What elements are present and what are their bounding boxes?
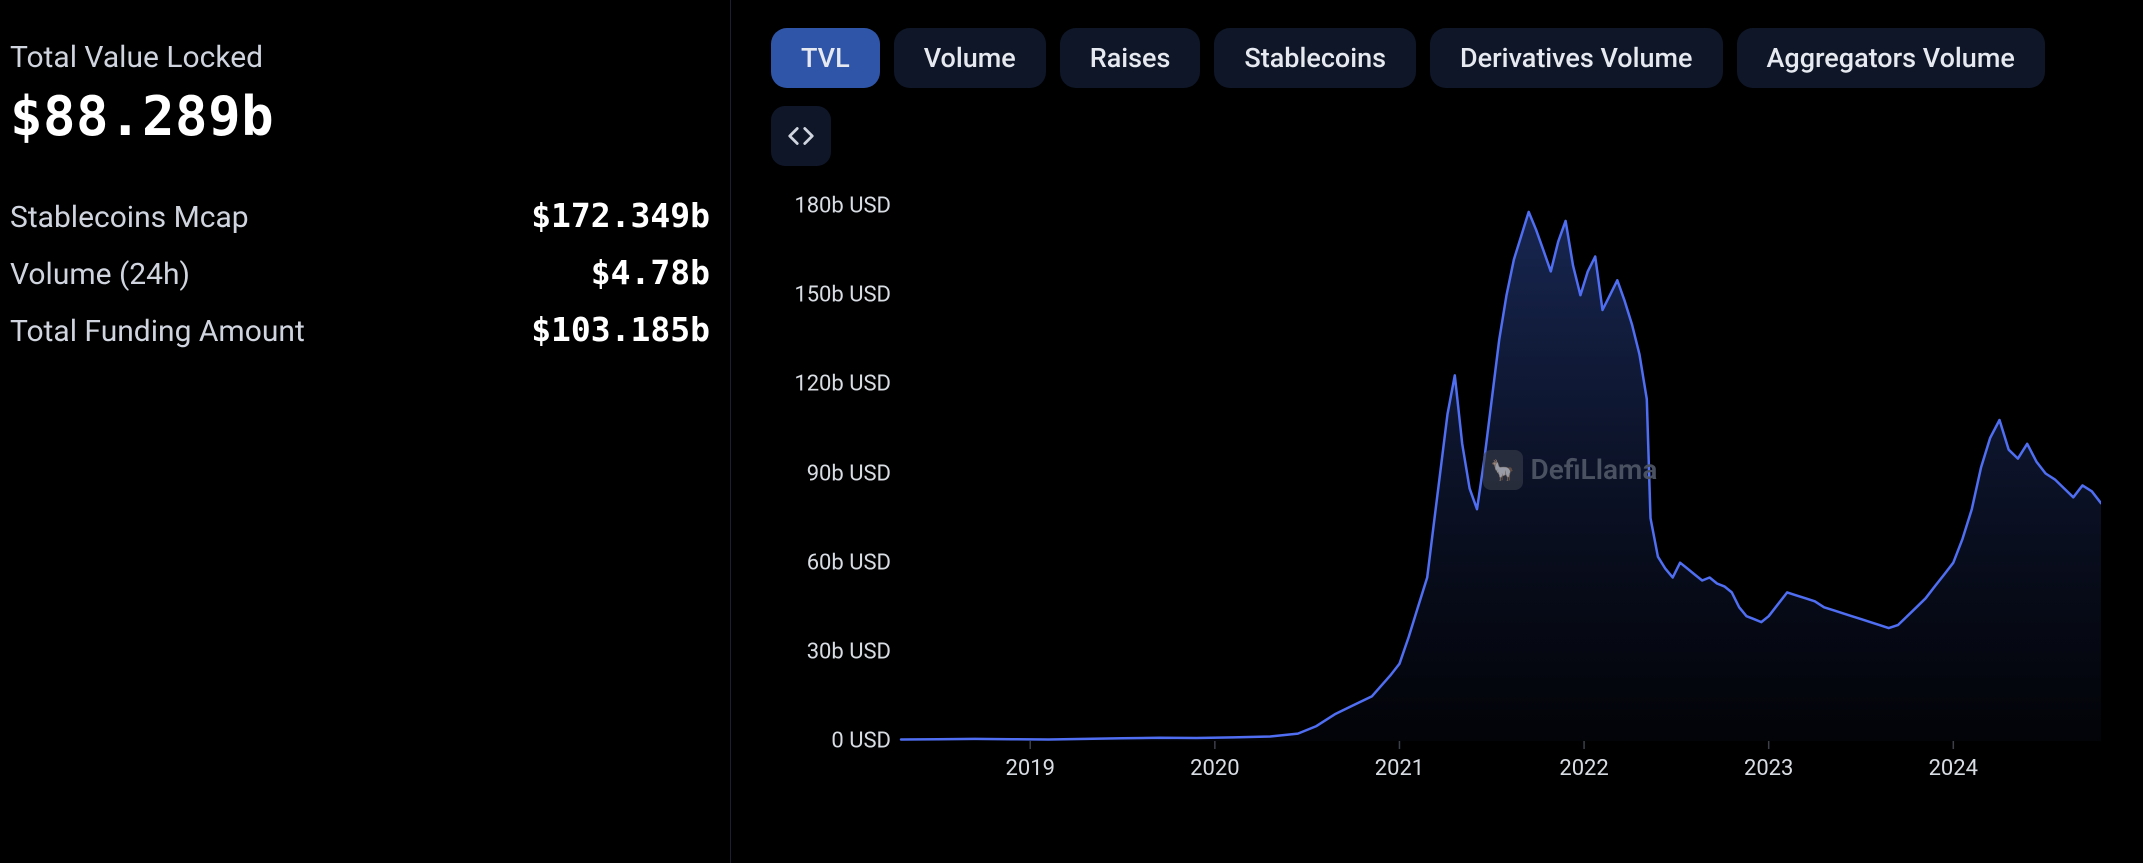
- x-tick-label: 2022: [1559, 756, 1608, 781]
- tvl-label: Total Value Locked: [10, 40, 710, 75]
- y-tick-label: 180b USD: [794, 194, 891, 219]
- x-tick-label: 2024: [1929, 756, 1978, 781]
- embed-button[interactable]: [771, 106, 831, 166]
- tab-volume[interactable]: Volume: [894, 28, 1046, 88]
- y-tick-label: 90b USD: [807, 461, 891, 486]
- tab-stablecoins[interactable]: Stablecoins: [1214, 28, 1416, 88]
- tab-derivatives-volume[interactable]: Derivatives Volume: [1430, 28, 1722, 88]
- y-tick-label: 30b USD: [807, 639, 891, 664]
- stat-value: $4.78b: [591, 253, 710, 292]
- tvl-value: $88.289b: [10, 85, 710, 148]
- stat-label: Stablecoins Mcap: [10, 200, 249, 235]
- stat-label: Total Funding Amount: [10, 314, 305, 349]
- tab-tvl[interactable]: TVL: [771, 28, 880, 88]
- y-tick-label: 150b USD: [794, 283, 891, 308]
- y-tick-label: 0 USD: [831, 729, 891, 754]
- y-tick-label: 120b USD: [794, 372, 891, 397]
- y-tick-label: 60b USD: [807, 550, 891, 575]
- stat-value: $103.185b: [531, 310, 710, 349]
- stat-value: $172.349b: [531, 196, 710, 235]
- tvl-chart[interactable]: 0 USD 30b USD 60b USD 90b USD 120b USD 150b U…: [771, 186, 2101, 806]
- x-tick-label: 2019: [1005, 756, 1054, 781]
- code-icon: [786, 121, 816, 151]
- x-tick-label: 2023: [1744, 756, 1793, 781]
- stat-row: Volume (24h) $4.78b: [10, 253, 710, 292]
- x-tick-label: 2020: [1190, 756, 1239, 781]
- stats-panel: Total Value Locked $88.289b Stablecoins …: [0, 0, 730, 863]
- stat-label: Volume (24h): [10, 257, 190, 292]
- x-tick-label: 2021: [1375, 756, 1424, 781]
- tab-raises[interactable]: Raises: [1060, 28, 1201, 88]
- stat-row: Stablecoins Mcap $172.349b: [10, 196, 710, 235]
- tab-aggregators-volume[interactable]: Aggregators Volume: [1737, 28, 2045, 88]
- chart-tabs: TVL Volume Raises Stablecoins Derivative…: [771, 28, 2113, 88]
- stat-row: Total Funding Amount $103.185b: [10, 310, 710, 349]
- chart-panel: TVL Volume Raises Stablecoins Derivative…: [730, 0, 2143, 863]
- chart-canvas: [771, 186, 2101, 806]
